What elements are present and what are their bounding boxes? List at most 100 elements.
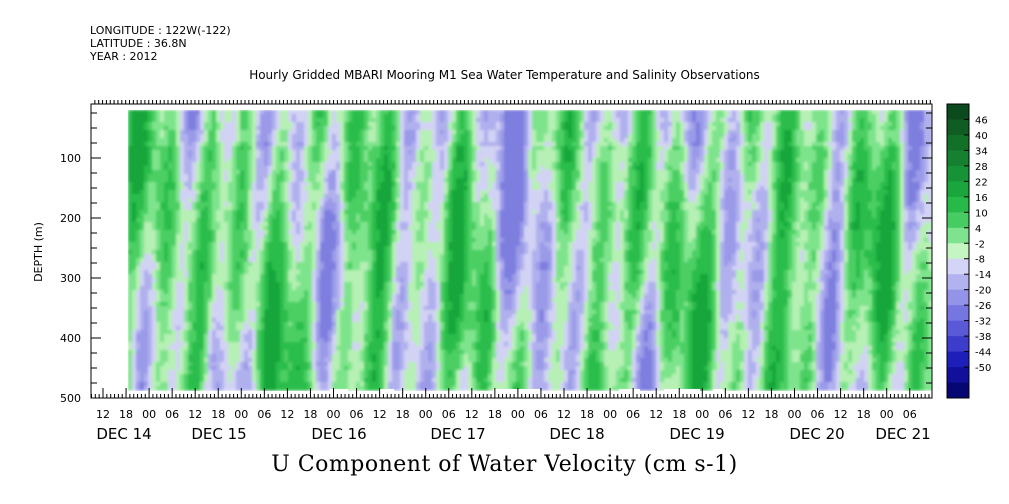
field-cell bbox=[248, 234, 253, 239]
field-cell bbox=[268, 282, 273, 287]
field-cell bbox=[232, 322, 237, 327]
field-cell bbox=[392, 362, 397, 367]
field-cell bbox=[264, 138, 269, 143]
field-cell bbox=[380, 234, 385, 239]
field-cell bbox=[400, 162, 405, 167]
field-cell bbox=[244, 302, 249, 307]
field-cell bbox=[364, 358, 369, 363]
field-cell bbox=[308, 218, 313, 223]
field-cell bbox=[232, 218, 237, 223]
field-cell bbox=[160, 314, 165, 319]
field-cell bbox=[212, 274, 217, 279]
field-cell bbox=[164, 118, 169, 123]
field-cell bbox=[348, 378, 353, 383]
field-cell bbox=[212, 174, 217, 179]
field-cell bbox=[316, 286, 321, 291]
field-cell bbox=[368, 150, 373, 155]
field-cell bbox=[188, 370, 193, 375]
field-cell bbox=[236, 322, 241, 327]
field-cell bbox=[216, 154, 221, 159]
field-cell bbox=[376, 274, 381, 279]
field-cell bbox=[256, 346, 261, 351]
field-cell bbox=[132, 198, 137, 203]
field-cell bbox=[128, 218, 133, 223]
field-cell bbox=[272, 234, 277, 239]
field-cell bbox=[196, 122, 201, 127]
field-cell bbox=[336, 234, 341, 239]
field-cell bbox=[212, 222, 217, 227]
field-cell bbox=[172, 274, 177, 279]
field-cell bbox=[160, 318, 165, 323]
field-cell bbox=[392, 118, 397, 123]
field-cell bbox=[272, 142, 277, 147]
field-cell bbox=[144, 246, 149, 251]
field-cell bbox=[140, 258, 145, 263]
field-cell bbox=[344, 374, 349, 379]
field-cell bbox=[200, 234, 205, 239]
field-cell bbox=[196, 278, 201, 283]
field-cell bbox=[308, 202, 313, 207]
field-cell bbox=[128, 370, 133, 375]
field-cell bbox=[276, 182, 281, 187]
field-cell bbox=[152, 254, 157, 259]
field-cell bbox=[396, 250, 401, 255]
field-cell bbox=[204, 286, 209, 291]
field-cell bbox=[140, 170, 145, 175]
field-cell bbox=[236, 138, 241, 143]
field-cell bbox=[392, 258, 397, 263]
field-cell bbox=[292, 130, 297, 135]
field-cell bbox=[324, 126, 329, 131]
field-cell bbox=[232, 286, 237, 291]
field-cell bbox=[224, 166, 229, 171]
field-cell bbox=[236, 358, 241, 363]
field-cell bbox=[316, 278, 321, 283]
field-cell bbox=[136, 202, 141, 207]
field-cell bbox=[320, 378, 325, 383]
field-cell bbox=[176, 362, 181, 367]
field-cell bbox=[344, 154, 349, 159]
field-cell bbox=[152, 282, 157, 287]
field-cell bbox=[140, 346, 145, 351]
field-cell bbox=[340, 330, 345, 335]
field-cell bbox=[316, 166, 321, 171]
field-cell bbox=[160, 262, 165, 267]
field-cell bbox=[308, 270, 313, 275]
field-cell bbox=[268, 310, 273, 315]
field-cell bbox=[184, 178, 189, 183]
field-cell bbox=[360, 214, 365, 219]
field-cell bbox=[148, 270, 153, 275]
field-cell bbox=[128, 330, 133, 335]
field-cell bbox=[148, 350, 153, 355]
field-cell bbox=[248, 334, 253, 339]
field-cell bbox=[296, 282, 301, 287]
field-cell bbox=[300, 254, 305, 259]
field-cell bbox=[300, 250, 305, 255]
field-cell bbox=[312, 246, 317, 251]
field-cell bbox=[236, 146, 241, 151]
field-cell bbox=[228, 206, 233, 211]
field-cell bbox=[388, 242, 393, 247]
field-cell bbox=[404, 250, 409, 255]
field-cell bbox=[296, 178, 301, 183]
field-cell bbox=[360, 346, 365, 351]
field-cell bbox=[256, 254, 261, 259]
field-cell bbox=[292, 210, 297, 215]
field-cell bbox=[224, 154, 229, 159]
field-cell bbox=[388, 218, 393, 223]
field-cell bbox=[348, 166, 353, 171]
field-cell bbox=[404, 174, 409, 179]
field-cell bbox=[180, 210, 185, 215]
field-cell bbox=[148, 154, 153, 159]
field-cell bbox=[228, 278, 233, 283]
field-cell bbox=[328, 354, 333, 359]
field-cell bbox=[232, 118, 237, 123]
field-cell bbox=[260, 306, 265, 311]
field-cell bbox=[372, 166, 377, 171]
field-cell bbox=[256, 318, 261, 323]
field-cell bbox=[216, 122, 221, 127]
field-cell bbox=[212, 262, 217, 267]
field-cell bbox=[132, 110, 137, 115]
field-cell bbox=[188, 290, 193, 295]
field-cell bbox=[404, 122, 409, 127]
field-cell bbox=[388, 338, 393, 343]
